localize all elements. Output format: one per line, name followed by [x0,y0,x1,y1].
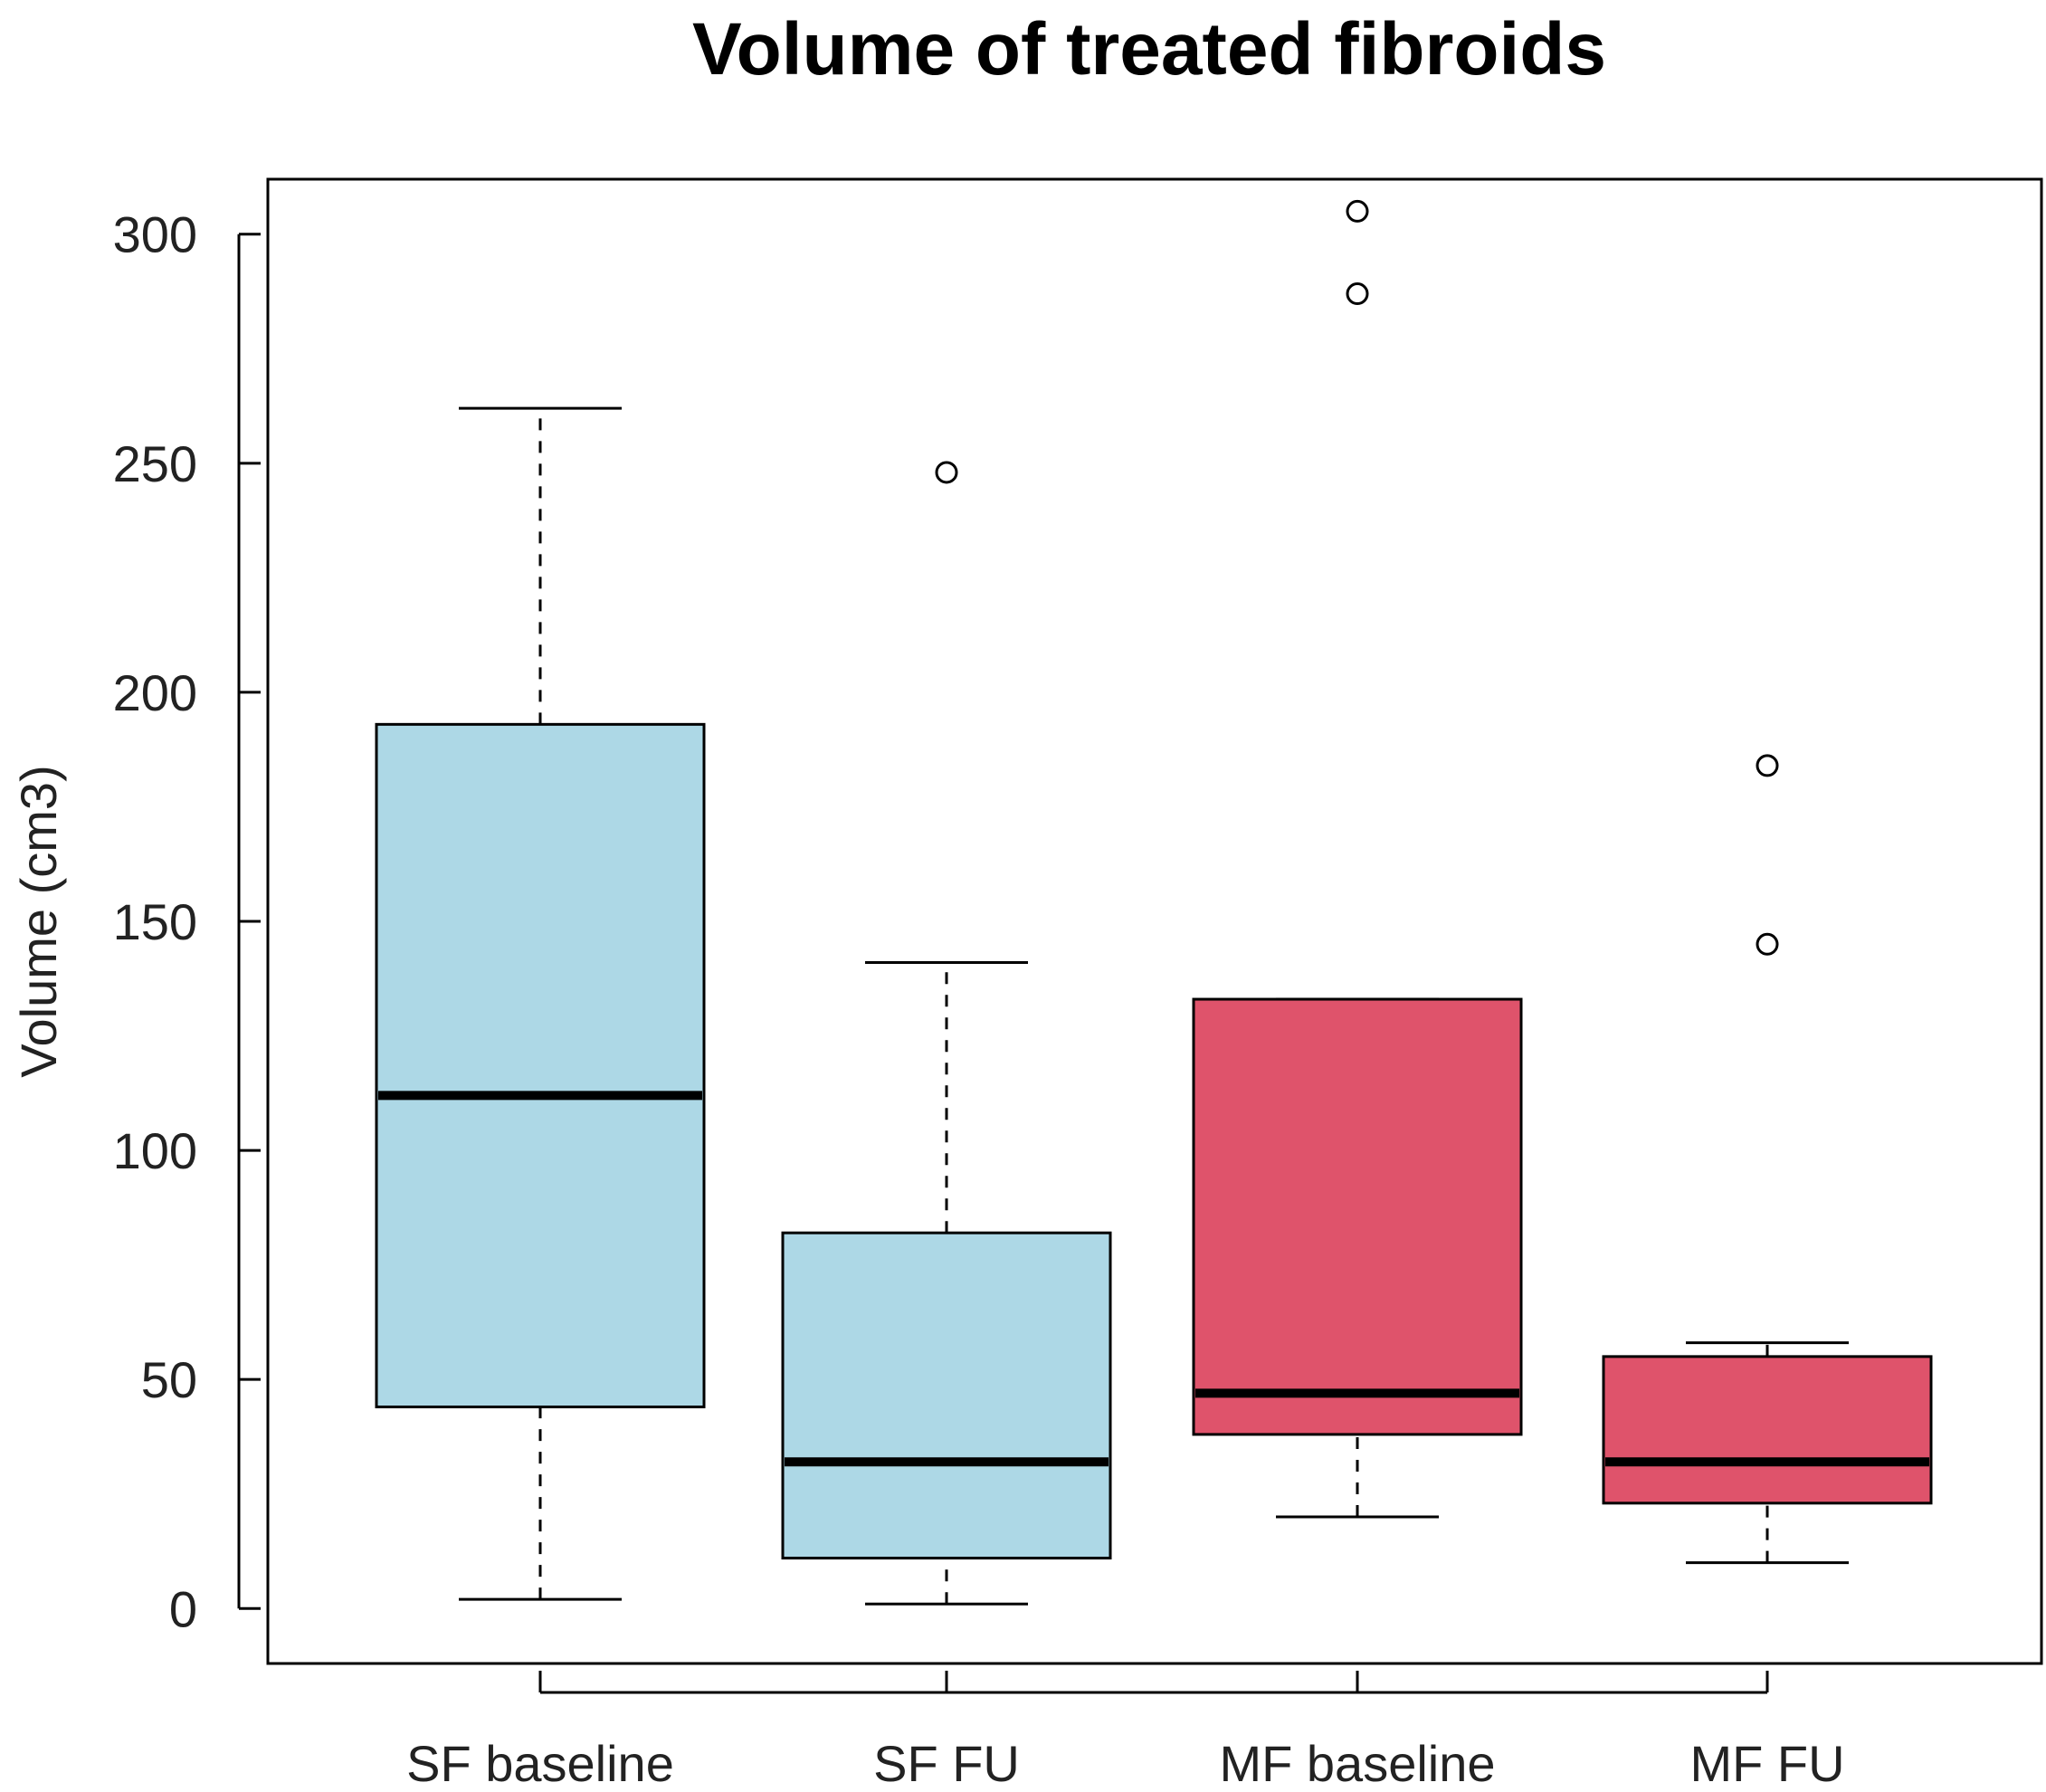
box-iqr [1602,1355,1933,1505]
chart-title: Volume of treated fibroids [692,8,1606,91]
x-tick-label: SF FU [873,1735,1020,1792]
outlier-point [1756,754,1779,777]
plot-frame [266,177,2043,1665]
y-tick-label: 50 [141,1351,197,1408]
boxes [375,199,1933,1606]
outlier-point [1346,282,1369,306]
y-axis: 0 50 100 150 200 250 300 [113,206,261,1637]
box-iqr [781,1231,1112,1560]
x-tick-label: SF baseline [406,1735,674,1792]
y-tick-label: 0 [169,1580,197,1637]
y-axis-label: Volume (cm3) [10,765,67,1077]
y-tick-label: 200 [113,664,197,721]
x-axis: SF baseline SF FU MF baseline MF FU [406,1671,1845,1792]
box-group [375,406,706,1601]
y-tick-label: 100 [113,1122,197,1179]
box-group [1192,199,1523,1519]
y-tick-label: 250 [113,435,197,492]
y-tick-label: 150 [113,893,197,950]
x-tick-label: MF FU [1689,1735,1844,1792]
box-iqr [375,722,706,1409]
y-tick-label: 300 [113,206,197,263]
outlier-point [1346,199,1369,223]
outlier-point [935,461,958,484]
box-iqr [1192,997,1523,1436]
x-tick-label: MF baseline [1219,1735,1495,1792]
box-group [781,461,1112,1606]
box-group [1602,754,1933,1565]
outlier-point [1756,932,1779,956]
